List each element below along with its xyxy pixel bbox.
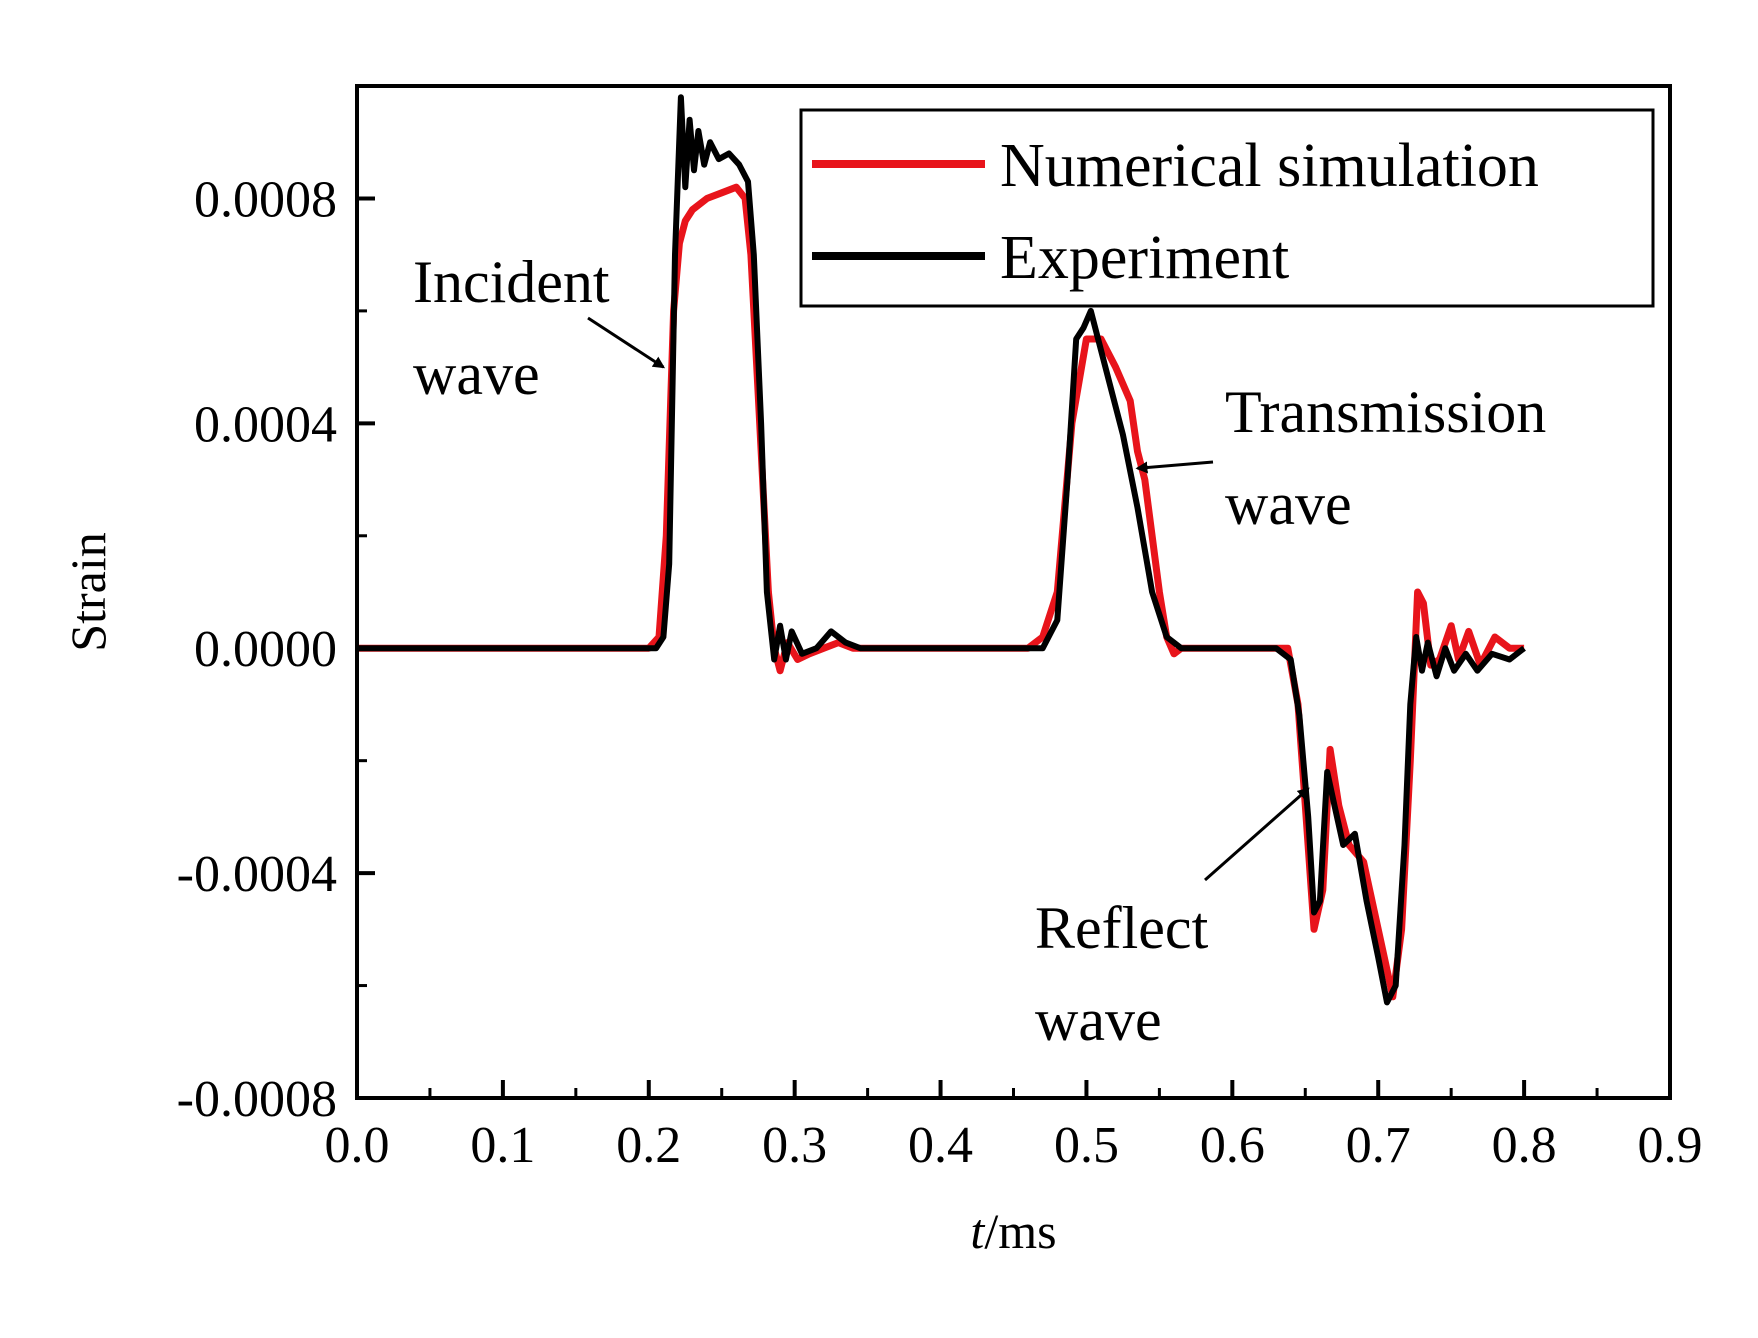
y-tick-label: 0.0004 (194, 396, 337, 453)
x-tick-label: 0.2 (616, 1117, 681, 1174)
legend-label-1: Numerical simulation (1000, 132, 1539, 200)
y-tick-label: -0.0004 (177, 846, 337, 903)
x-axis-title: t/ms (970, 1203, 1056, 1259)
annotation-line: wave (413, 341, 540, 407)
annotation-line: Transmission (1225, 379, 1546, 445)
x-tick-label: 0.9 (1638, 1117, 1703, 1174)
annotation-arrow (587, 316, 666, 369)
axes-layer: 0.0 0.1 0.2 0.3 0.4 0.5 0.6 0.7 0.8 0.9 0.0008 0.00… (177, 84, 1703, 1174)
annotation-arrow (1135, 460, 1214, 474)
x-tick-label: 0.3 (762, 1117, 827, 1174)
annotation-line: wave (1225, 471, 1352, 537)
legend-label-2: Experiment (1000, 224, 1289, 292)
x-tick-label: 0.1 (470, 1117, 535, 1174)
legend: Numerical simulation Experiment (799, 108, 1655, 308)
annotation-label: Incident wave (413, 249, 610, 407)
annotation-label: Reflect wave (1035, 895, 1209, 1053)
annotation-arrow (1204, 787, 1310, 882)
x-tick-label: 0.0 (325, 1117, 390, 1174)
x-tick-label: 0.6 (1200, 1117, 1265, 1174)
x-axis-title-italic: t (970, 1203, 985, 1259)
x-tick-label: 0.4 (908, 1117, 973, 1174)
y-tick-label: 0.0008 (194, 171, 337, 228)
x-tick-label: 0.5 (1054, 1117, 1119, 1174)
x-tick-label: 0.8 (1492, 1117, 1557, 1174)
annotation-layer: Incident wave Transmission wave Reflect wave (413, 249, 1546, 1053)
series-line-2 (357, 94, 1526, 1006)
annotation-label: Transmission wave (1225, 379, 1546, 537)
annotation-line: Reflect (1035, 895, 1209, 961)
x-axis-title-rest: /ms (984, 1203, 1056, 1259)
legend-box (799, 108, 1655, 308)
series-layer (357, 94, 1526, 1006)
annotation-line: wave (1035, 987, 1162, 1053)
y-tick-label: -0.0008 (177, 1071, 337, 1128)
y-tick-label: 0.0000 (194, 621, 337, 678)
x-tick-label: 0.7 (1346, 1117, 1411, 1174)
annotation-line: Incident (413, 249, 610, 315)
y-axis-title: Strain (60, 532, 116, 651)
